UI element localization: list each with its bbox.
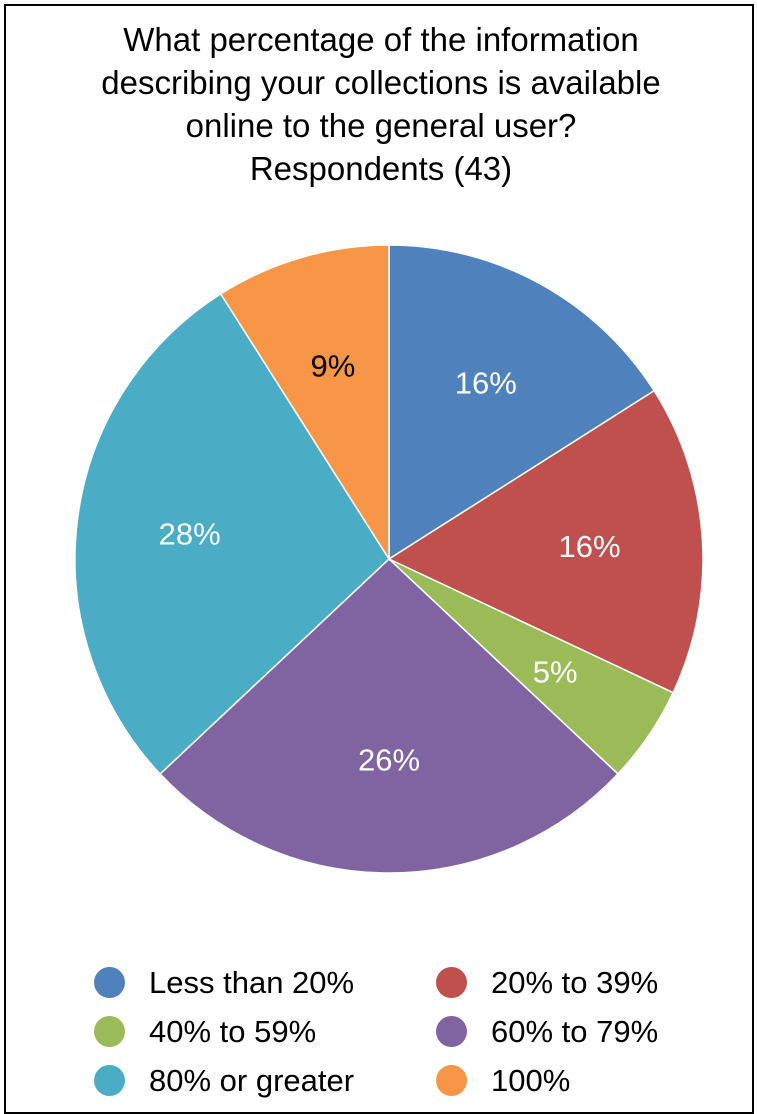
legend-item-100: 100% xyxy=(436,1056,706,1105)
pie-data-label-less-than-20: 16% xyxy=(455,365,517,400)
pie-data-label-100: 9% xyxy=(311,349,356,384)
chart-title-line-2: describing your collections is available xyxy=(101,64,661,101)
pie-slice-80-or-greater xyxy=(74,292,390,776)
chart-frame: What percentage of the information descr… xyxy=(4,4,754,1114)
chart-title-line-4: Respondents (43) xyxy=(249,150,513,187)
legend-swatch-40-to-59 xyxy=(94,1016,125,1047)
chart-title: What percentage of the information descr… xyxy=(6,18,756,190)
legend-swatch-less-than-20 xyxy=(94,967,125,998)
legend-label-20-to-39: 20% to 39% xyxy=(491,964,659,1000)
pie-data-label-80-or-greater: 28% xyxy=(159,516,221,551)
legend-item-less-than-20: Less than 20% xyxy=(94,958,436,1007)
chart-legend: Less than 20% 20% to 39% 40% to 59% 60% … xyxy=(94,958,714,1105)
legend-label-80-or-greater: 80% or greater xyxy=(149,1062,355,1098)
pie-slice-20-to-39 xyxy=(387,389,704,694)
legend-item-20-to-39: 20% to 39% xyxy=(436,958,706,1007)
legend-label-40-to-59: 40% to 59% xyxy=(149,1013,317,1049)
legend-item-80-or-greater: 80% or greater xyxy=(94,1056,436,1105)
legend-label-100: 100% xyxy=(491,1062,571,1098)
pie-slice-60-to-79 xyxy=(159,557,619,874)
legend-swatch-100 xyxy=(436,1065,467,1096)
legend-label-less-than-20: Less than 20% xyxy=(149,964,355,1000)
legend-swatch-20-to-39 xyxy=(436,967,467,998)
legend-swatch-60-to-79 xyxy=(436,1016,467,1047)
pie-data-label-40-to-59: 5% xyxy=(533,654,578,689)
pie-chart: 16% 16% 5% 26% 28% 9% xyxy=(74,244,704,874)
legend-item-40-to-59: 40% to 59% xyxy=(94,1007,436,1056)
pie-data-label-20-to-39: 16% xyxy=(559,529,621,564)
pie-slice-100 xyxy=(219,244,390,562)
legend-label-60-to-79: 60% to 79% xyxy=(491,1013,659,1049)
chart-title-line-3: online to the general user? xyxy=(185,107,577,144)
pie-data-label-60-to-79: 26% xyxy=(358,742,420,777)
pie-slice-less-than-20 xyxy=(388,244,656,561)
chart-title-line-1: What percentage of the information xyxy=(123,21,639,58)
legend-swatch-80-or-greater xyxy=(94,1065,125,1096)
legend-item-60-to-79: 60% to 79% xyxy=(436,1007,706,1056)
